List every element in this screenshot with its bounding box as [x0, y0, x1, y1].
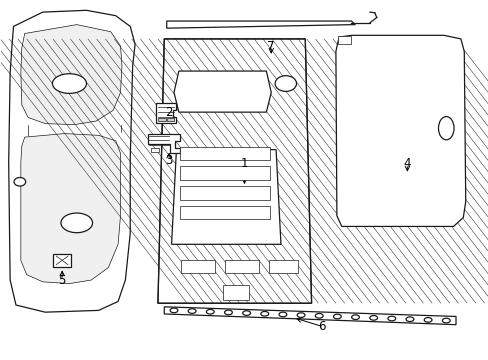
Text: 3: 3	[165, 154, 172, 167]
Bar	[181, 260, 215, 273]
Text: 2: 2	[165, 105, 173, 119]
Ellipse shape	[52, 74, 86, 93]
Ellipse shape	[442, 318, 449, 323]
Ellipse shape	[297, 313, 305, 318]
Ellipse shape	[279, 312, 286, 317]
Polygon shape	[156, 103, 176, 123]
Ellipse shape	[188, 309, 196, 314]
Bar	[158, 118, 165, 121]
Text: 5: 5	[59, 274, 66, 287]
Ellipse shape	[405, 317, 413, 321]
Bar	[180, 186, 269, 200]
Ellipse shape	[224, 310, 232, 315]
Circle shape	[14, 177, 26, 186]
Text: 1: 1	[240, 157, 248, 170]
Polygon shape	[21, 134, 120, 284]
Ellipse shape	[315, 314, 323, 318]
Ellipse shape	[387, 316, 395, 321]
Bar	[180, 206, 269, 219]
Ellipse shape	[351, 315, 359, 319]
Ellipse shape	[206, 310, 214, 314]
Bar	[222, 285, 249, 300]
Polygon shape	[174, 71, 271, 112]
Polygon shape	[148, 134, 180, 153]
Polygon shape	[158, 39, 311, 303]
Text: 6: 6	[318, 320, 325, 333]
Bar	[268, 260, 297, 273]
Circle shape	[275, 76, 296, 91]
Bar	[180, 147, 269, 160]
Polygon shape	[21, 24, 122, 125]
Text: 4: 4	[403, 157, 410, 170]
Ellipse shape	[369, 315, 377, 320]
Bar	[224, 260, 259, 273]
Text: 7: 7	[267, 40, 274, 53]
Ellipse shape	[438, 117, 453, 140]
Ellipse shape	[61, 213, 92, 233]
Polygon shape	[9, 10, 135, 312]
Polygon shape	[164, 307, 455, 325]
Ellipse shape	[242, 311, 250, 315]
Ellipse shape	[260, 311, 268, 316]
Ellipse shape	[424, 318, 431, 322]
Bar	[150, 148, 159, 152]
Polygon shape	[166, 21, 355, 28]
Bar	[180, 166, 269, 180]
Polygon shape	[171, 150, 281, 244]
Polygon shape	[335, 35, 465, 226]
Bar	[337, 36, 351, 44]
Ellipse shape	[170, 308, 178, 313]
Bar	[166, 118, 174, 121]
Bar	[53, 254, 71, 267]
Ellipse shape	[333, 314, 341, 319]
